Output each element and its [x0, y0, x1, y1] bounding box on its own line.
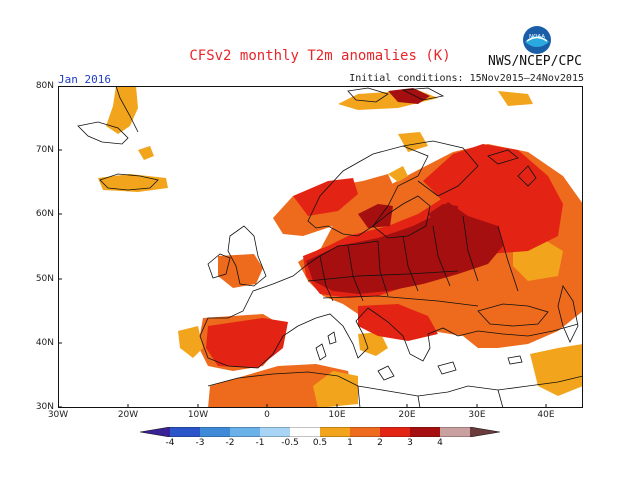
initial-conditions: Initial conditions: 15Nov2015–24Nov2015: [349, 73, 584, 84]
lat-label-70n: 70N: [35, 145, 54, 155]
colorbar-label-1: 1: [347, 438, 353, 448]
lat-label-40n: 40N: [35, 338, 54, 348]
colorbar: [140, 427, 500, 437]
axis-ticks: [58, 86, 547, 408]
colorbar-label-0.5: 0.5: [312, 438, 328, 448]
lon-label-10w: 10W: [187, 410, 209, 420]
colorbar-label-4: 4: [437, 438, 443, 448]
colorbar-swatch-3-4: [410, 427, 440, 437]
lon-label-0: 0: [264, 410, 270, 420]
colorbar-label-neg0.5: -0.5: [281, 438, 299, 448]
colorbar-swatch-neutral: [290, 427, 320, 437]
colorbar-swatch-3-2: [200, 427, 230, 437]
colorbar-swatch-4-3: [170, 427, 200, 437]
forecast-month: Jan 2016: [58, 73, 111, 86]
lat-label-60n: 60N: [35, 209, 54, 219]
lat-label-80n: 80N: [35, 81, 54, 91]
colorbar-swatch-gt-4: [470, 427, 500, 437]
colorbar-swatch-2-1: [230, 427, 260, 437]
colorbar-label-3: 3: [407, 438, 413, 448]
map-frame: [58, 86, 583, 408]
lon-label-30e: 30E: [468, 410, 486, 420]
anomaly-map: [58, 86, 583, 408]
colorbar-swatch-lt-4: [140, 427, 170, 437]
lon-label-30w: 30W: [47, 410, 69, 420]
svg-text:NOAA: NOAA: [529, 34, 545, 40]
colorbar-swatch-4-plus: [440, 427, 470, 437]
lon-label-40e: 40E: [537, 410, 555, 420]
colorbar-label-neg1: -1: [255, 438, 265, 448]
lon-label-20e: 20E: [398, 410, 416, 420]
credit-label: NWS/NCEP/CPC: [488, 54, 582, 69]
coastlines: [77, 86, 583, 408]
colorbar-swatch-1-0.5: [260, 427, 290, 437]
lon-label-10e: 10E: [328, 410, 346, 420]
colorbar-label-neg2: -2: [225, 438, 235, 448]
colorbar-label-neg3: -3: [195, 438, 205, 448]
lat-label-50n: 50N: [35, 274, 54, 284]
lat-label-30n: 30N: [35, 402, 54, 412]
colorbar-swatch-1-2: [350, 427, 380, 437]
colorbar-swatch-0.5-1: [320, 427, 350, 437]
noaa-logo-icon: NOAA: [523, 26, 551, 54]
colorbar-swatch-2-3: [380, 427, 410, 437]
map-title: CFSv2 monthly T2m anomalies (K): [189, 48, 451, 64]
colorbar-label-neg4: -4: [165, 438, 175, 448]
colorbar-label-2: 2: [377, 438, 383, 448]
lon-label-20w: 20W: [117, 410, 139, 420]
